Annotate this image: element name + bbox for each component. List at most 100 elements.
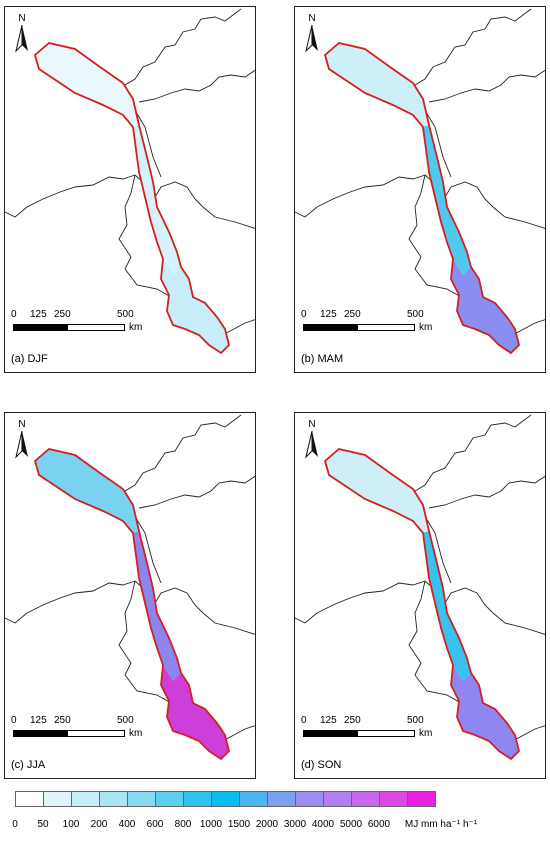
north-arrow: N: [15, 13, 37, 53]
basin-middle: [133, 125, 181, 275]
scale-tick: 0: [301, 715, 307, 726]
legend-tick: 200: [90, 819, 108, 830]
basin-outline: [323, 448, 520, 761]
scale-bar: 0 125 250 500 km: [301, 309, 461, 339]
scale-bar-white: [67, 324, 125, 331]
north-arrow-icon: [15, 431, 28, 459]
scale-bar: 0 125 250 500 km: [301, 715, 461, 745]
basin-south: [161, 665, 229, 759]
legend-swatch: [127, 791, 156, 807]
legend-swatch: [43, 791, 72, 807]
panel-label: (a) DJF: [11, 353, 48, 365]
scale-bar-black: [303, 730, 357, 737]
color-legend: [15, 791, 436, 807]
scale-tick: 0: [11, 715, 17, 726]
legend-tick: 400: [118, 819, 136, 830]
scale-bar-white: [67, 730, 125, 737]
scale-bar-black: [13, 730, 67, 737]
scale-bar-black: [303, 324, 357, 331]
legend-tick: 5000: [339, 819, 363, 830]
basin-map: [5, 414, 255, 761]
basin-outline: [33, 448, 230, 761]
scale-tick: 0: [301, 309, 307, 320]
scale-tick: 250: [344, 715, 361, 726]
north-label: N: [308, 13, 316, 24]
legend-tick: 1000: [199, 819, 223, 830]
scale-bar: 0 125 250 500 km: [11, 309, 171, 339]
scale-tick: 125: [320, 309, 337, 320]
scale-tick: 0: [11, 309, 17, 320]
basin-north: [35, 43, 139, 127]
legend-swatch: [351, 791, 380, 807]
legend-swatch: [379, 791, 408, 807]
basin-north: [325, 43, 429, 127]
basin-south: [161, 259, 229, 353]
legend-swatch: [239, 791, 268, 807]
basin-south: [451, 665, 519, 759]
basin-outline: [33, 42, 230, 355]
legend-swatch: [155, 791, 184, 807]
scale-unit: km: [129, 728, 143, 739]
map-panel-2: N 0 125 250 500 km (b) MAM: [294, 6, 546, 373]
scale-tick: 250: [344, 309, 361, 320]
legend-tick: 1500: [227, 819, 251, 830]
panel-label: (b) MAM: [301, 353, 344, 365]
north-arrow: N: [305, 13, 327, 53]
legend-swatch: [99, 791, 128, 807]
basin-north: [325, 449, 429, 533]
scale-tick: 500: [407, 715, 424, 726]
country-boundaries: [295, 414, 545, 744]
north-arrow: N: [305, 419, 327, 459]
legend-tick: 6000: [367, 819, 391, 830]
legend-unit: MJ mm ha⁻¹ h⁻¹: [404, 819, 478, 830]
legend-tick: 800: [174, 819, 192, 830]
scale-tick: 500: [117, 309, 134, 320]
legend-swatch: [71, 791, 100, 807]
scale-bar-white: [357, 730, 415, 737]
north-label: N: [308, 419, 316, 430]
basin-outline: [323, 42, 520, 355]
north-label: N: [18, 419, 26, 430]
legend-tick: 50: [37, 819, 49, 830]
legend-ticks: 0 50 100 200 400 600 800 1000 1500 2000 3000 4000 50…: [0, 819, 550, 833]
legend-swatch: [323, 791, 352, 807]
north-label: N: [18, 13, 26, 24]
north-arrow-icon: [305, 431, 318, 459]
scale-tick: 250: [54, 309, 71, 320]
legend-tick: 600: [146, 819, 164, 830]
legend-tick: 3000: [283, 819, 307, 830]
basin-south: [451, 259, 519, 353]
scale-tick: 500: [407, 309, 424, 320]
legend-swatch: [295, 791, 324, 807]
legend-swatch: [407, 791, 436, 807]
legend-tick: 100: [62, 819, 80, 830]
panel-label: (d) SON: [301, 759, 342, 771]
map-panel-4: N 0 125 250 500 km (d) SON: [294, 412, 546, 779]
legend-swatch: [211, 791, 240, 807]
north-arrow: N: [15, 419, 37, 459]
legend-swatch: [267, 791, 296, 807]
scale-tick: 125: [320, 715, 337, 726]
basin-map: [295, 414, 545, 761]
north-arrow-icon: [305, 25, 318, 53]
scale-bar-black: [13, 324, 67, 331]
map-panel-1: N 0 125 250 500 km (a) DJF: [4, 6, 256, 373]
map-panel-3: N 0 125 250 500 km (c) JJA: [4, 412, 256, 779]
scale-bar-white: [357, 324, 415, 331]
scale-tick: 125: [30, 715, 47, 726]
scale-bar: 0 125 250 500 km: [11, 715, 171, 745]
legend-swatch: [15, 791, 44, 807]
basin-north: [35, 449, 139, 533]
panel-label: (c) JJA: [11, 759, 46, 771]
legend-swatch: [183, 791, 212, 807]
legend-tick: 0: [12, 819, 18, 830]
scale-unit: km: [419, 728, 433, 739]
scale-unit: km: [129, 322, 143, 333]
scale-unit: km: [419, 322, 433, 333]
north-arrow-icon: [15, 25, 28, 53]
legend-tick: 4000: [311, 819, 335, 830]
basin-middle: [423, 125, 471, 275]
scale-tick: 125: [30, 309, 47, 320]
basin-middle: [423, 531, 471, 681]
basin-middle: [133, 531, 181, 681]
